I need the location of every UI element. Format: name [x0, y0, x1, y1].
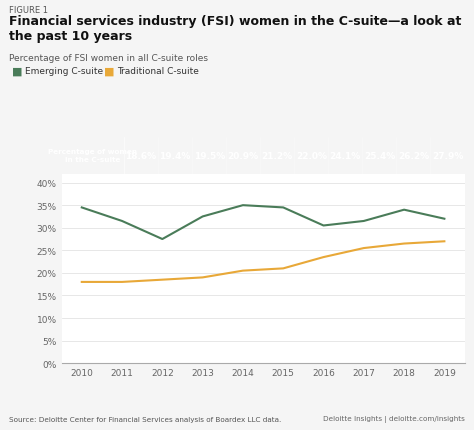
Text: Percentage of FSI women in all C-suite roles: Percentage of FSI women in all C-suite r… — [9, 54, 209, 63]
Text: ■: ■ — [104, 67, 115, 77]
Text: Emerging C-suite: Emerging C-suite — [25, 67, 103, 76]
Text: 19.4%: 19.4% — [159, 151, 191, 160]
Text: Deloitte Insights | deloitte.com/insights: Deloitte Insights | deloitte.com/insight… — [323, 415, 465, 422]
Text: ■: ■ — [12, 67, 22, 77]
Text: Financial services industry (FSI) women in the C-suite—a look at the past 10 yea: Financial services industry (FSI) women … — [9, 15, 462, 43]
Text: 18.6%: 18.6% — [126, 151, 156, 160]
Text: Traditional C-suite: Traditional C-suite — [117, 67, 199, 76]
Text: Source: Deloitte Center for Financial Services analysis of Boardex LLC data.: Source: Deloitte Center for Financial Se… — [9, 416, 282, 422]
Text: 20.9%: 20.9% — [228, 151, 259, 160]
Text: Percentage of women
in the C-suite: Percentage of women in the C-suite — [48, 149, 137, 163]
Text: 21.2%: 21.2% — [262, 151, 293, 160]
Text: 24.1%: 24.1% — [330, 151, 361, 160]
Text: FIGURE 1: FIGURE 1 — [9, 6, 48, 15]
Text: 19.5%: 19.5% — [193, 151, 225, 160]
Text: 25.4%: 25.4% — [364, 151, 395, 160]
Text: 26.2%: 26.2% — [398, 151, 429, 160]
Text: 22.0%: 22.0% — [296, 151, 327, 160]
Text: 27.9%: 27.9% — [432, 151, 463, 160]
